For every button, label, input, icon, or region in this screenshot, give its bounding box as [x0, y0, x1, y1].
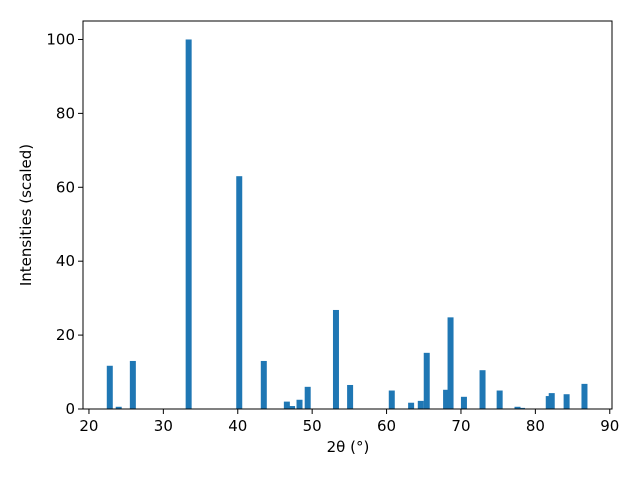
x-axis-label: 2θ (°): [327, 438, 370, 456]
bar: [423, 352, 430, 409]
y-tick-label: 60: [56, 178, 75, 196]
bar: [236, 176, 243, 409]
bar: [479, 370, 486, 409]
x-tick-label: 90: [600, 417, 619, 435]
x-tick-label: 30: [154, 417, 173, 435]
y-tick-label: 80: [56, 104, 75, 122]
bar: [129, 360, 136, 409]
bar: [260, 360, 267, 409]
plot-frame: [82, 20, 613, 410]
x-tick-label: 70: [451, 417, 470, 435]
bar: [447, 317, 454, 409]
x-tick-label: 20: [79, 417, 98, 435]
bar: [408, 402, 415, 409]
bar: [289, 406, 296, 409]
bar: [581, 383, 588, 409]
bar: [548, 393, 555, 409]
y-tick-label: 100: [46, 30, 75, 48]
y-axis-label: Intensities (scaled): [17, 144, 35, 286]
x-tick-label: 80: [526, 417, 545, 435]
bar: [443, 389, 450, 409]
x-tick-label: 60: [377, 417, 396, 435]
bar: [347, 384, 354, 409]
bar: [514, 406, 521, 409]
bar: [296, 399, 303, 409]
y-tick-label: 40: [56, 252, 75, 270]
bar: [283, 401, 290, 409]
bar: [518, 407, 525, 409]
bar: [388, 390, 395, 409]
bar: [563, 394, 570, 409]
bar: [185, 39, 192, 409]
bar: [496, 390, 503, 409]
x-tick-label: 50: [303, 417, 322, 435]
bar: [460, 396, 467, 409]
bar: [304, 386, 311, 409]
bar: [417, 400, 424, 409]
x-tick-label: 40: [228, 417, 247, 435]
y-tick-label: 0: [65, 400, 75, 418]
bar: [115, 406, 122, 409]
bar: [332, 309, 339, 409]
bar: [106, 365, 113, 409]
y-tick-label: 20: [56, 326, 75, 344]
